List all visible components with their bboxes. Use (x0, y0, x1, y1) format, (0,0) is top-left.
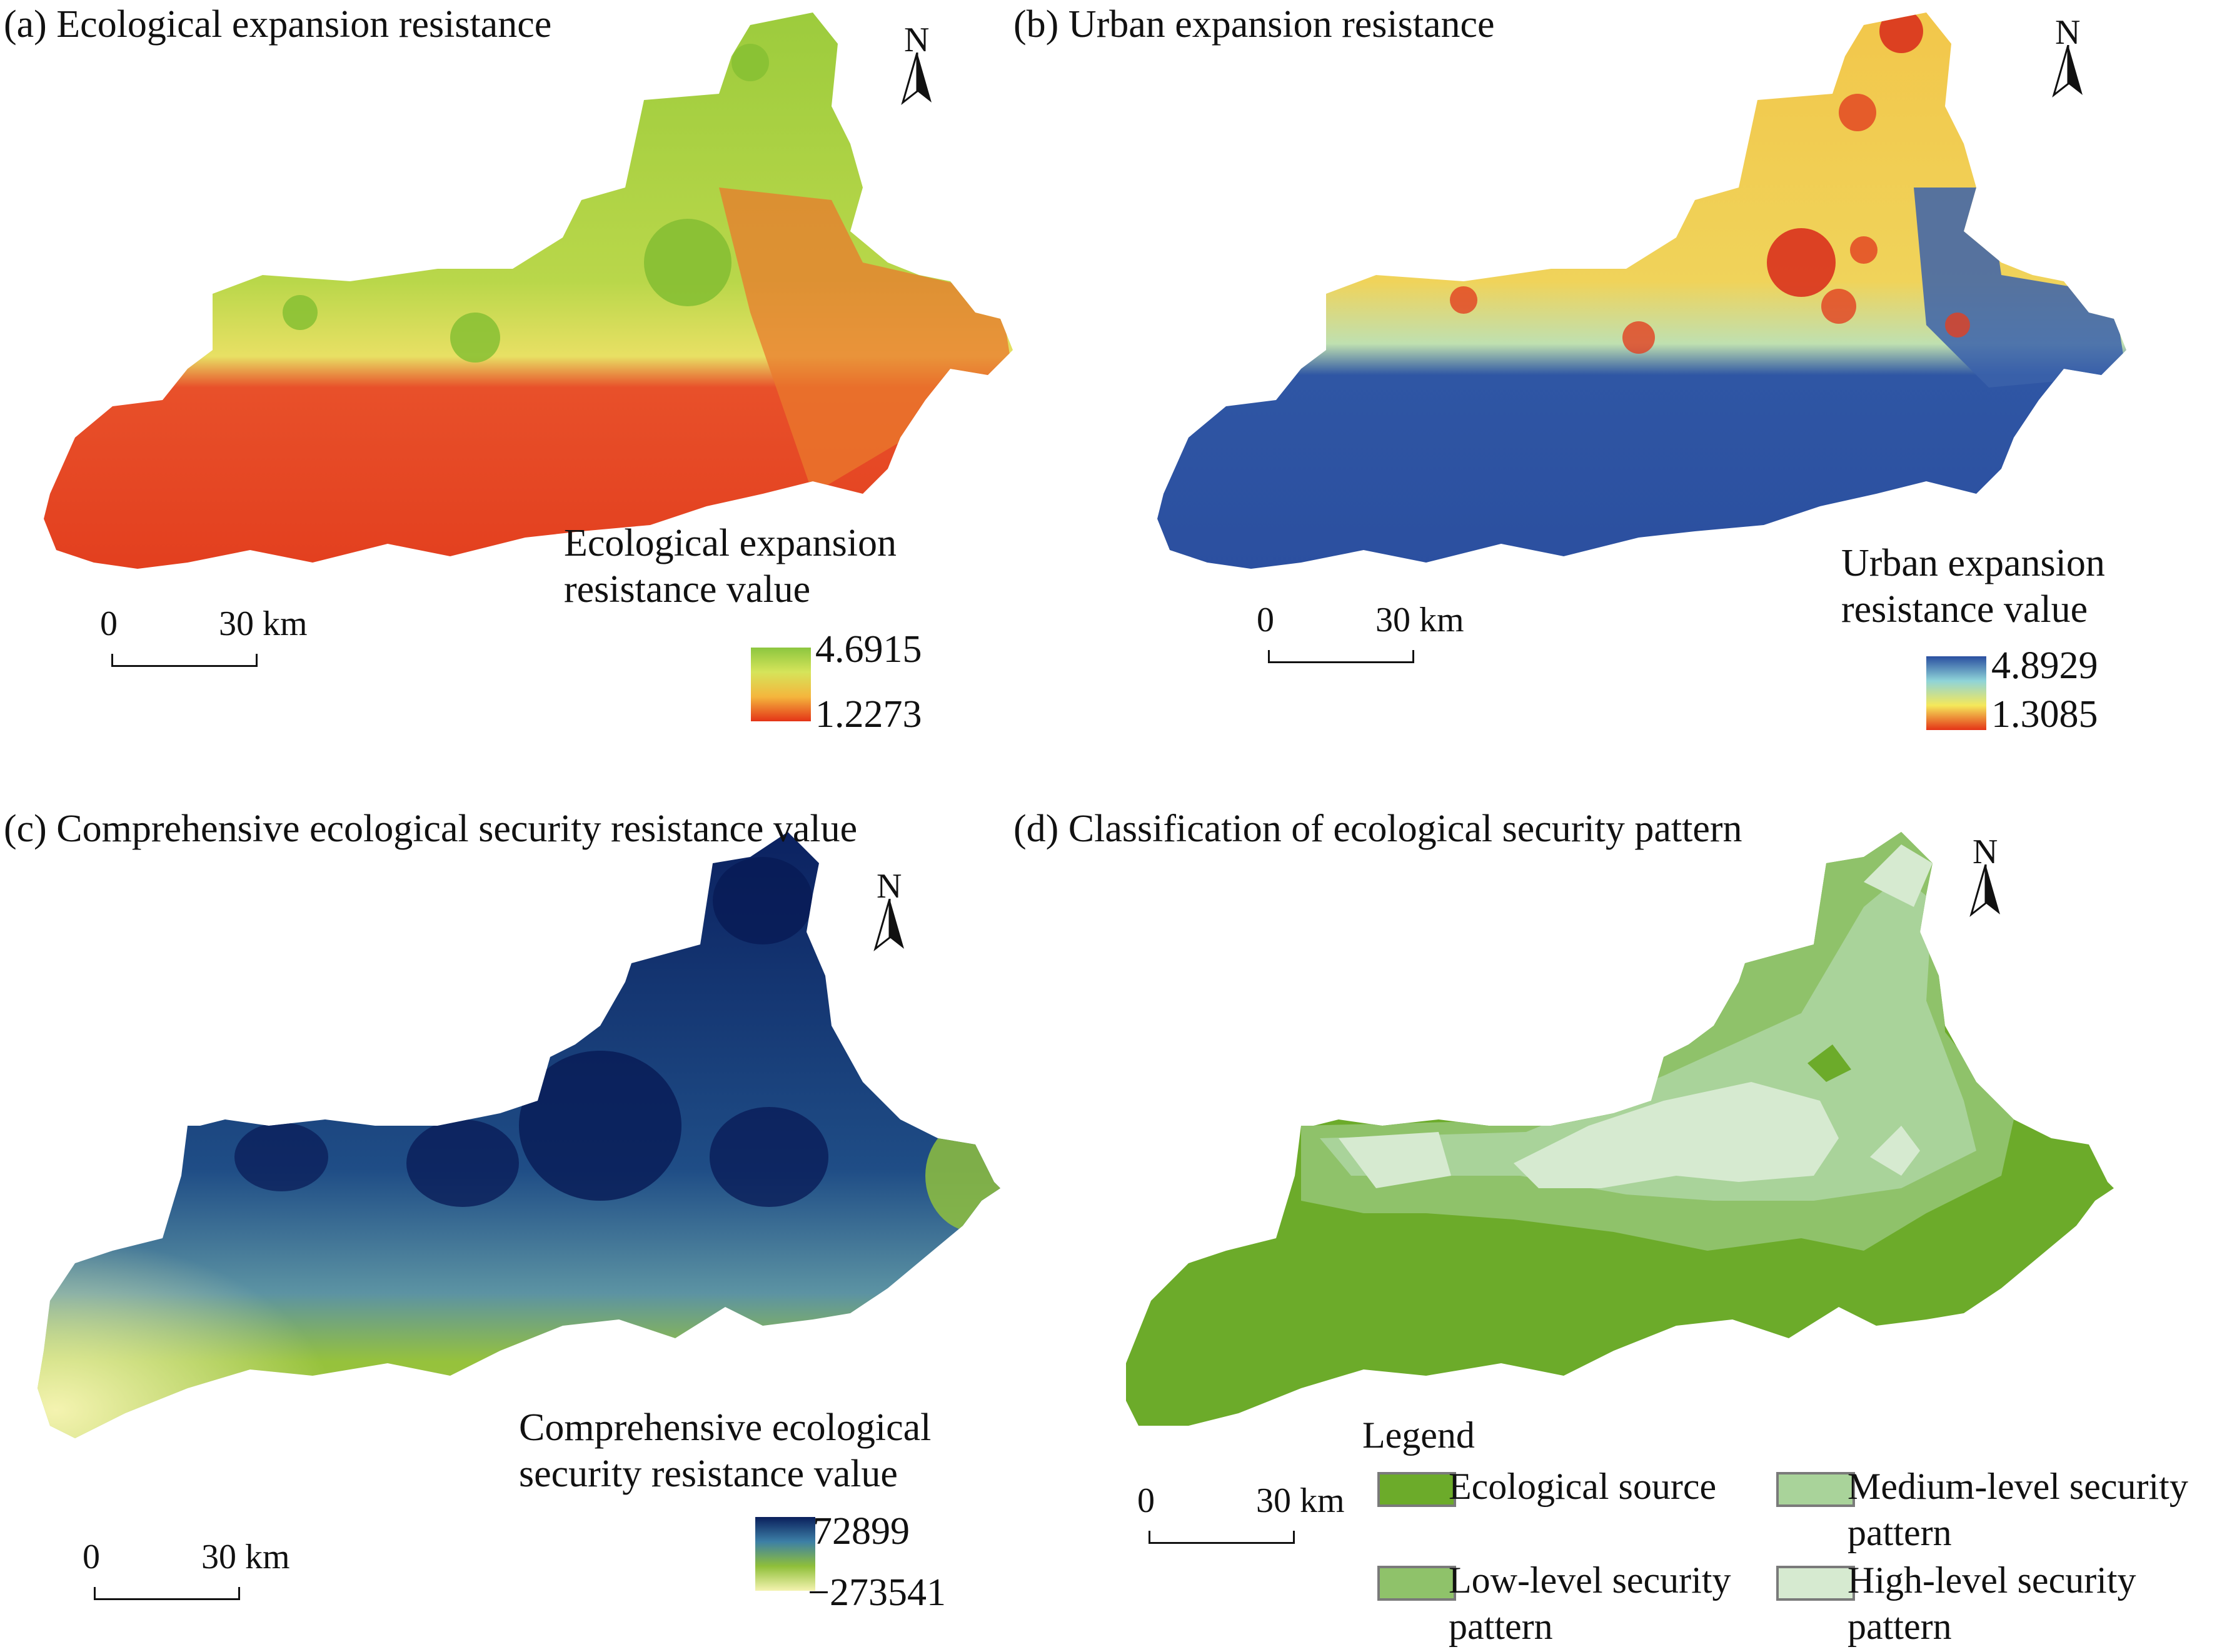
map-ecological-expansion (44, 13, 1013, 569)
north-arrow-icon: N (2046, 13, 2090, 106)
legend-title: Ecological expansion resistance value (564, 520, 897, 613)
scale-bar-line (1268, 650, 1414, 663)
legend-title: Urban expansion resistance value (1841, 540, 2105, 633)
legend-title-line-2: resistance value (564, 568, 811, 611)
ramp-max-label: 4.8929 (1991, 644, 2098, 687)
legend-title-line-1: Urban expansion (1841, 542, 2105, 584)
panel-title: (b) Urban expansion resistance (1013, 3, 1495, 46)
scale-bar: 0 30 km (100, 604, 308, 673)
legend-label-line-2: pattern (1847, 1512, 1952, 1553)
legend-label-line-1: Ecological source (1449, 1466, 1717, 1507)
scale-zero-label: 0 (83, 1538, 100, 1576)
legend-label-ecological-source: Ecological source (1449, 1463, 1716, 1509)
legend-heading: Legend (1362, 1414, 1475, 1456)
panel-title: (a) Ecological expansion resistance (4, 3, 552, 46)
panel-urban-expansion: (b) Urban expansion resistance N Urban e… (1013, 0, 2227, 826)
ramp-min-label: −273541 (808, 1571, 946, 1614)
legend-label-line-2: pattern (1449, 1606, 1553, 1647)
scale-zero-label: 0 (1257, 601, 1274, 639)
scale-bar: 0 30 km (83, 1537, 290, 1606)
color-ramp (1926, 656, 1986, 730)
panel-title: (c) Comprehensive ecological security re… (4, 808, 858, 850)
ramp-min-label: 1.3085 (1991, 693, 2098, 736)
scale-zero-label: 0 (1137, 1481, 1155, 1520)
ramp-min-label: 1.2273 (815, 693, 922, 736)
scale-bar-line (94, 1587, 240, 1600)
scale-max-label: 30 km (1375, 601, 1464, 639)
legend-title: Comprehensive ecological security resist… (519, 1404, 931, 1497)
legend-label-line-1: High-level security (1847, 1559, 2136, 1601)
legend-swatch-ecological-source (1377, 1472, 1456, 1507)
legend-title-line-2: security resistance value (519, 1453, 898, 1495)
legend-swatch-medium-level (1776, 1472, 1855, 1507)
north-arrow-icon: N (1964, 832, 2008, 926)
north-arrow-icon: N (868, 866, 912, 960)
legend-title-line-1: Ecological expansion (564, 522, 897, 564)
scale-zero-label: 0 (100, 604, 118, 643)
scale-bar-line (1149, 1531, 1295, 1544)
scale-max-label: 30 km (219, 604, 308, 643)
panel-security-pattern: (d) Classification of ecological securit… (1013, 808, 2227, 1651)
legend-label-line-1: Low-level security (1449, 1559, 1731, 1601)
scale-bar: 0 30 km (1137, 1481, 1345, 1549)
ramp-max-label: 72899 (813, 1510, 910, 1553)
legend-label-line-1: Medium-level security (1847, 1466, 2188, 1507)
legend-label-medium-level: Medium-level security pattern (1847, 1463, 2188, 1556)
legend-swatch-high-level (1776, 1566, 1855, 1601)
legend-label-high-level: High-level security pattern (1847, 1557, 2136, 1649)
panel-title: (d) Classification of ecological securit… (1013, 808, 1742, 850)
scale-bar: 0 30 km (1257, 600, 1464, 669)
scale-max-label: 30 km (201, 1538, 290, 1576)
legend-title-line-1: Comprehensive ecological (519, 1406, 932, 1449)
map-comprehensive-resistance (38, 832, 1000, 1438)
color-ramp (755, 1517, 815, 1591)
map-urban-expansion (1157, 13, 2126, 569)
legend-title-line-2: resistance value (1841, 588, 2088, 631)
color-ramp (751, 648, 811, 721)
legend-swatch-low-level (1377, 1566, 1456, 1601)
scale-bar-line (111, 654, 258, 667)
ramp-max-label: 4.6915 (815, 628, 922, 671)
legend-label-line-2: pattern (1847, 1606, 1952, 1647)
scale-max-label: 30 km (1256, 1481, 1345, 1520)
north-arrow-icon: N (895, 20, 939, 114)
panel-comprehensive-resistance: (c) Comprehensive ecological security re… (0, 808, 1114, 1651)
panel-ecological-expansion: (a) Ecological expansion resistance N Ec… (0, 0, 1114, 826)
legend-label-low-level: Low-level security pattern (1449, 1557, 1731, 1649)
map-security-pattern (1126, 832, 2114, 1426)
